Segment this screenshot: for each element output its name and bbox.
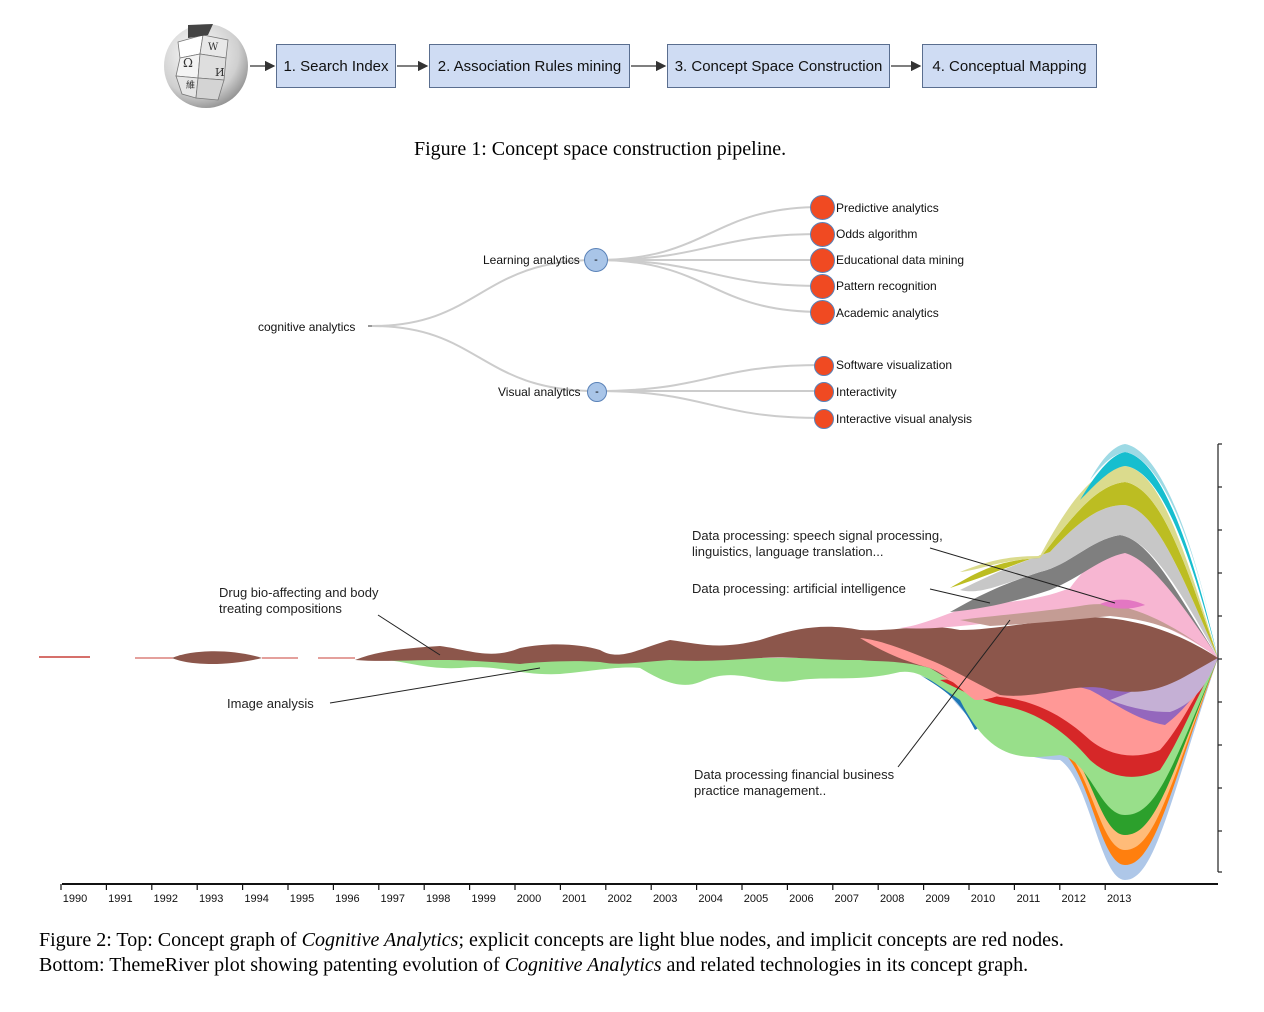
x-axis-label: 2005 xyxy=(743,893,769,905)
x-axis-label: 1992 xyxy=(153,893,179,905)
svg-text:W: W xyxy=(208,42,219,53)
x-axis-label: 2012 xyxy=(1061,893,1087,905)
pipeline-step-concept-space: 3. Concept Space Construction xyxy=(667,44,890,88)
implicit-node[interactable] xyxy=(814,356,834,376)
x-axis-label: 1998 xyxy=(425,893,451,905)
x-axis-label: 2010 xyxy=(970,893,996,905)
caption-italic: Cognitive Analytics xyxy=(301,929,459,951)
x-axis-label: 1990 xyxy=(62,893,88,905)
annotation-line-image xyxy=(329,667,541,704)
implicit-node-label: Odds algorithm xyxy=(836,227,918,241)
x-axis-label: 2000 xyxy=(516,893,542,905)
implicit-node-label: Interactivity xyxy=(836,385,897,399)
x-axis-label: 1995 xyxy=(289,893,315,905)
implicit-node[interactable] xyxy=(810,195,835,220)
wikipedia-globe-icon: Ω W И 維 xyxy=(164,24,248,108)
explicit-node-visual-analytics[interactable]: - xyxy=(587,382,607,402)
annotation-line-drug xyxy=(377,614,441,656)
stream-grey xyxy=(950,535,1218,658)
caption-text: Figure 2: Top: Concept graph of xyxy=(39,929,302,951)
annotation-line-financial xyxy=(897,619,1011,768)
implicit-node-label: Predictive analytics xyxy=(836,201,939,215)
implicit-node[interactable] xyxy=(810,222,835,247)
figure-2-caption-line-2: Bottom: ThemeRiver plot showing patentin… xyxy=(39,954,1028,977)
x-axis-label: 2009 xyxy=(925,893,950,905)
implicit-node-label: Software visualization xyxy=(836,358,953,372)
x-axis-label: 2011 xyxy=(1016,893,1041,905)
stream-light-grey xyxy=(960,505,1218,658)
annotation-drug: Drug bio-affecting and body treating com… xyxy=(219,585,379,616)
figure-1-caption: Figure 1: Concept space construction pip… xyxy=(414,138,787,160)
stream-financial-band xyxy=(860,638,1000,700)
annotation-ai: Data processing: artificial intelligence xyxy=(692,581,906,596)
caption-italic: Cognitive Analytics xyxy=(504,954,662,976)
implicit-node[interactable] xyxy=(814,409,834,429)
explicit-node-label-visual: Visual analytics xyxy=(498,385,581,399)
annotation-image-analysis: Image analysis xyxy=(227,696,314,711)
stream-ai xyxy=(900,550,1218,658)
x-axis-label: 2004 xyxy=(698,893,723,905)
stream-drug xyxy=(172,651,262,664)
annotation-line-ai xyxy=(929,588,991,604)
caption-text: ; explicit concepts are light blue nodes… xyxy=(458,929,1064,951)
x-axis-label: 1999 xyxy=(471,893,496,905)
collapse-toggle: - xyxy=(594,253,598,266)
implicit-node-label: Academic analytics xyxy=(836,306,939,320)
stream-rosy-brown xyxy=(960,604,1218,658)
collapse-toggle: - xyxy=(595,385,599,398)
svg-text:И: И xyxy=(215,66,225,79)
x-axis-label: 2006 xyxy=(789,893,814,905)
right-axis xyxy=(1217,443,1222,873)
implicit-node[interactable] xyxy=(810,274,835,299)
x-axis-label: 1997 xyxy=(380,893,406,905)
figure-2-caption-line-1: Figure 2: Top: Concept graph of Cognitiv… xyxy=(39,929,1064,952)
pipeline-arrows xyxy=(250,60,922,72)
annotation-line-speech xyxy=(929,547,1116,604)
explicit-node-learning-analytics[interactable]: - xyxy=(584,248,608,272)
x-axis-label: 1994 xyxy=(244,893,269,905)
x-axis-label: 2002 xyxy=(607,893,633,905)
x-axis-label: 2008 xyxy=(879,893,905,905)
x-axis-label: 1996 xyxy=(335,893,360,905)
annotation-speech: Data processing: speech signal processin… xyxy=(692,528,943,559)
concept-graph-links xyxy=(368,206,823,419)
implicit-node-label: Pattern recognition xyxy=(836,279,937,293)
x-axis-ticks xyxy=(60,884,1106,890)
implicit-node[interactable] xyxy=(810,248,835,273)
x-axis-label: 1991 xyxy=(108,893,133,905)
x-axis-label: 1993 xyxy=(198,893,224,905)
annotation-financial: Data processing financial business pract… xyxy=(694,767,895,798)
explicit-node-label-learning: Learning analytics xyxy=(483,253,580,267)
root-node-label: cognitive analytics xyxy=(258,320,356,334)
pipeline-step-conceptual-mapping: 4. Conceptual Mapping xyxy=(922,44,1097,88)
implicit-node[interactable] xyxy=(814,382,834,402)
stream-drug xyxy=(355,617,1218,696)
svg-text:Ω: Ω xyxy=(183,56,193,70)
x-axis-label: 2007 xyxy=(834,893,860,905)
x-axis-label: 2003 xyxy=(652,893,678,905)
svg-text:維: 維 xyxy=(186,79,195,91)
themeriver-plot xyxy=(39,443,1222,890)
x-axis-label: 2013 xyxy=(1106,893,1132,905)
implicit-node-label: Interactive visual analysis xyxy=(836,412,973,426)
pipeline-step-association-rules: 2. Association Rules mining xyxy=(429,44,630,88)
caption-text: Bottom: ThemeRiver plot showing patentin… xyxy=(39,954,505,976)
pipeline-step-search-index: 1. Search Index xyxy=(276,44,396,88)
implicit-node[interactable] xyxy=(810,300,835,325)
implicit-node-label: Educational data mining xyxy=(836,253,965,267)
caption-text: and related technologies in its concept … xyxy=(661,954,1029,976)
stream-olive xyxy=(950,482,1218,658)
x-axis-label: 2001 xyxy=(562,893,587,905)
